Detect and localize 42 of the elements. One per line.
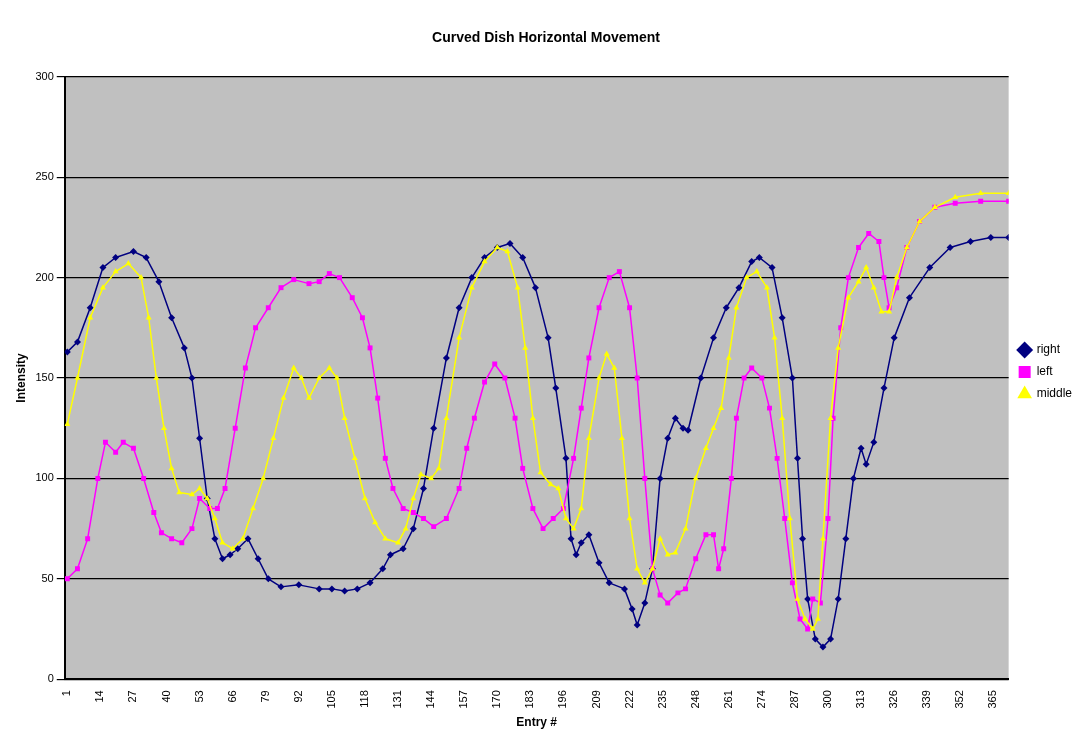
x-tick-label: 53	[192, 690, 205, 703]
x-tick-label: 92	[291, 690, 304, 703]
x-tick-label: 40	[159, 690, 172, 703]
x-tick-label: 131	[391, 690, 404, 709]
x-tick-label: 118	[358, 690, 370, 708]
x-tick-label: 27	[126, 690, 139, 703]
x-tick-label: 105	[324, 690, 337, 709]
x-tick-label: 339	[920, 690, 933, 709]
chart-title: Curved Dish Horizontal Movement	[432, 29, 661, 46]
x-tick-label: 170	[490, 690, 503, 709]
x-tick-label: 261	[721, 690, 734, 709]
x-tick-label: 365	[986, 690, 999, 709]
y-tick-label: 100	[35, 471, 54, 484]
x-tick-label: 235	[655, 690, 668, 709]
x-tick-label: 79	[258, 690, 271, 703]
y-tick-label: 300	[35, 69, 54, 82]
x-tick-label: 300	[821, 690, 834, 709]
x-tick-label: 209	[589, 690, 602, 709]
x-tick-label: 144	[424, 690, 437, 709]
x-tick-label: 326	[887, 690, 900, 709]
x-tick-label: 1	[60, 690, 73, 697]
y-axis-title: Intensity	[13, 353, 28, 403]
x-tick-label: 222	[622, 690, 635, 709]
x-tick-label: 287	[787, 690, 800, 709]
x-tick-label: 313	[854, 690, 867, 709]
x-tick-label: 157	[457, 690, 470, 709]
y-tick-label: 50	[41, 571, 54, 584]
y-tick-label: 200	[35, 270, 54, 283]
x-tick-label: 274	[754, 690, 767, 709]
legend-label: middle	[1036, 386, 1073, 401]
x-tick-label: 14	[93, 690, 106, 703]
x-tick-label: 66	[225, 690, 238, 703]
legend-label: right	[1036, 342, 1061, 357]
x-tick-label: 183	[523, 690, 536, 709]
y-tick-label: 150	[35, 371, 54, 384]
y-tick-label: 0	[47, 672, 54, 685]
x-tick-label: 248	[688, 690, 701, 709]
x-tick-label: 196	[556, 690, 569, 709]
y-tick-label: 250	[35, 170, 54, 183]
x-tick-label: 352	[953, 690, 966, 709]
x-axis-title: Entry #	[516, 715, 558, 730]
legend-label: left	[1036, 364, 1054, 379]
